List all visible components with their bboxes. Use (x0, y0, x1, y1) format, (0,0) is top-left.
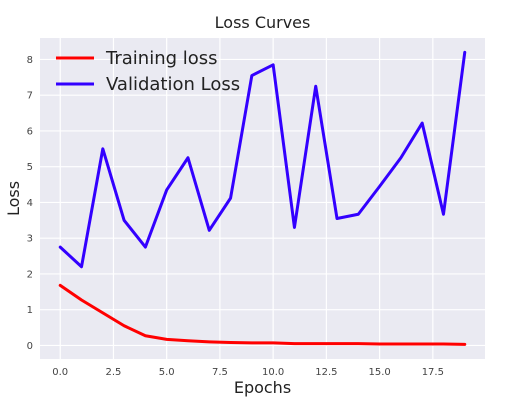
x-tick-label: 15.0 (368, 367, 390, 378)
legend-label: Training loss (105, 48, 218, 69)
series-lines (58, 50, 467, 346)
y-tick-label: 2 (27, 269, 33, 280)
x-tick-label: 0.0 (52, 367, 68, 378)
y-tick-label: 8 (27, 55, 33, 66)
chart-title: Loss Curves (215, 13, 311, 32)
x-tick-label: 17.5 (422, 367, 444, 378)
y-tick-label: 5 (27, 162, 33, 173)
x-tick-label: 5.0 (159, 367, 175, 378)
series-line-training-loss (58, 283, 467, 346)
y-axis-title: Loss (4, 181, 23, 216)
legend: Training loss Validation Loss (56, 48, 240, 95)
tick-labels: 0.0 2.5 5.0 7.5 10.0 12.5 15.0 17.5 0 1 2 3 4 5 6 7 8 (27, 55, 444, 378)
y-tick-label: 1 (27, 305, 33, 316)
y-tick-label: 7 (27, 91, 33, 102)
y-tick-label: 0 (27, 341, 33, 352)
x-axis-title: Epochs (234, 378, 291, 397)
y-tick-label: 6 (27, 126, 33, 137)
legend-label: Validation Loss (106, 74, 240, 95)
x-tick-label: 10.0 (262, 367, 284, 378)
y-tick-label: 4 (27, 198, 33, 209)
plot-area (40, 38, 485, 359)
y-tick-label: 3 (27, 234, 33, 245)
grid-lines (40, 38, 485, 359)
x-tick-label: 12.5 (315, 367, 337, 378)
series-line-validation-loss (58, 50, 467, 269)
x-tick-label: 7.5 (212, 367, 228, 378)
x-tick-label: 2.5 (106, 367, 122, 378)
